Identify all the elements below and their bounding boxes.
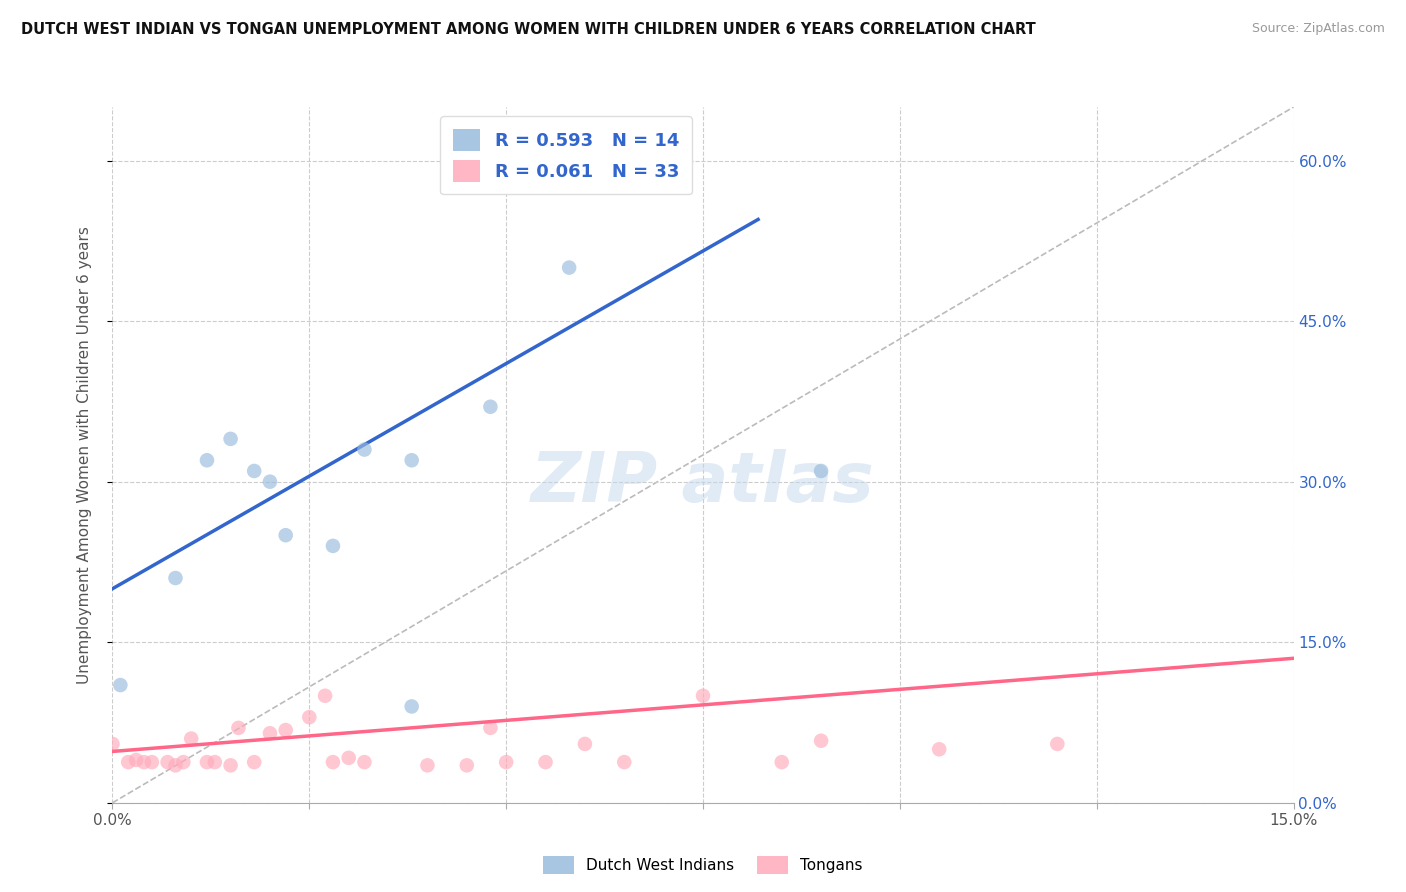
Point bbox=[219, 758, 242, 772]
Point bbox=[574, 737, 596, 751]
Point bbox=[204, 755, 226, 769]
Point bbox=[337, 751, 360, 765]
Point bbox=[810, 464, 832, 478]
Y-axis label: Unemployment Among Women with Children Under 6 years: Unemployment Among Women with Children U… bbox=[77, 226, 91, 684]
Point bbox=[110, 678, 132, 692]
Point bbox=[1046, 737, 1069, 751]
Point bbox=[456, 758, 478, 772]
Point bbox=[534, 755, 557, 769]
Point bbox=[274, 528, 297, 542]
Text: DUTCH WEST INDIAN VS TONGAN UNEMPLOYMENT AMONG WOMEN WITH CHILDREN UNDER 6 YEARS: DUTCH WEST INDIAN VS TONGAN UNEMPLOYMENT… bbox=[21, 22, 1036, 37]
Point bbox=[322, 755, 344, 769]
Point bbox=[259, 475, 281, 489]
Text: Source: ZipAtlas.com: Source: ZipAtlas.com bbox=[1251, 22, 1385, 36]
Point bbox=[156, 755, 179, 769]
Point bbox=[810, 733, 832, 747]
Point bbox=[125, 753, 148, 767]
Point bbox=[132, 755, 155, 769]
Point bbox=[692, 689, 714, 703]
Point bbox=[770, 755, 793, 769]
Point bbox=[353, 755, 375, 769]
Legend: R = 0.593   N = 14, R = 0.061   N = 33: R = 0.593 N = 14, R = 0.061 N = 33 bbox=[440, 116, 692, 194]
Point bbox=[353, 442, 375, 457]
Point bbox=[180, 731, 202, 746]
Point bbox=[479, 400, 502, 414]
Point bbox=[416, 758, 439, 772]
Point bbox=[243, 464, 266, 478]
Point bbox=[479, 721, 502, 735]
Point bbox=[928, 742, 950, 756]
Point bbox=[322, 539, 344, 553]
Point bbox=[219, 432, 242, 446]
Text: ZIP atlas: ZIP atlas bbox=[531, 450, 875, 516]
Point bbox=[195, 755, 218, 769]
Point bbox=[401, 699, 423, 714]
Point bbox=[165, 758, 187, 772]
Point bbox=[141, 755, 163, 769]
Point bbox=[314, 689, 336, 703]
Point bbox=[172, 755, 194, 769]
Point bbox=[613, 755, 636, 769]
Point bbox=[274, 723, 297, 737]
Point bbox=[195, 453, 218, 467]
Point bbox=[259, 726, 281, 740]
Point bbox=[243, 755, 266, 769]
Point bbox=[228, 721, 250, 735]
Point bbox=[495, 755, 517, 769]
Point bbox=[117, 755, 139, 769]
Point bbox=[298, 710, 321, 724]
Legend: Dutch West Indians, Tongans: Dutch West Indians, Tongans bbox=[537, 850, 869, 880]
Point bbox=[401, 453, 423, 467]
Point bbox=[101, 737, 124, 751]
Point bbox=[165, 571, 187, 585]
Point bbox=[558, 260, 581, 275]
